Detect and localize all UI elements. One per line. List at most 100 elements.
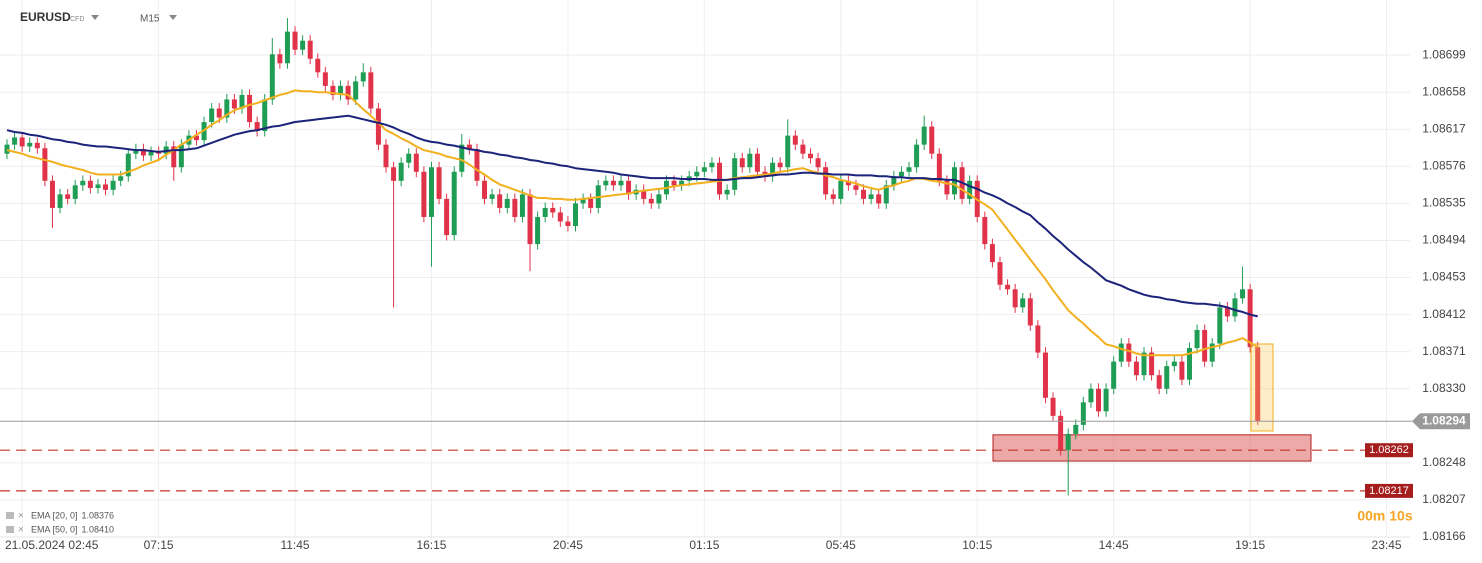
y-tick-label: 1.08207 (1422, 492, 1466, 506)
candle-body (679, 180, 685, 186)
candle-body (277, 54, 283, 64)
candle-body (216, 108, 222, 118)
overlay: 1.08294 1.08262 1.08217 (0, 343, 1470, 498)
legend-icon[interactable] (6, 526, 14, 533)
legend-icon[interactable] (6, 512, 14, 519)
candle-body (1080, 402, 1086, 425)
candle-body (936, 153, 942, 181)
candle-body (527, 194, 533, 245)
candle-body (451, 171, 457, 236)
candle-body (1020, 298, 1026, 308)
candle-body (383, 144, 389, 168)
candle-body (345, 85, 351, 100)
legend-close[interactable]: × (18, 525, 24, 536)
x-tick-label: 10:15 (962, 538, 992, 552)
candle-body (482, 180, 488, 199)
current-price-tag (1412, 413, 1470, 430)
candle-body (95, 184, 101, 189)
y-tick-label: 1.08412 (1422, 307, 1466, 321)
candle-body (709, 162, 715, 168)
candle-body (876, 194, 882, 204)
y-tick-label: 1.08371 (1422, 344, 1466, 358)
candle-body (133, 149, 139, 154)
candle-body (944, 180, 950, 195)
candle-body (838, 180, 844, 199)
legend-close[interactable]: × (18, 511, 24, 522)
candle-body (967, 180, 973, 199)
candle-body (815, 158, 821, 168)
candle-body (898, 171, 904, 177)
candle-body (19, 137, 25, 147)
candle-body (785, 135, 791, 168)
candle-body (1186, 348, 1192, 380)
timeframe-dropdown[interactable] (169, 15, 177, 20)
x-tick-label: 19:15 (1235, 538, 1265, 552)
candle-body (413, 153, 419, 172)
candle-body (1126, 343, 1132, 362)
candle-body (1224, 307, 1230, 317)
candle-body (338, 85, 344, 95)
candle-body (65, 194, 71, 199)
x-tick-label: 11:45 (280, 538, 309, 552)
candle-body (489, 194, 495, 199)
candle-body (747, 153, 753, 168)
candle-body (1088, 388, 1094, 403)
candle-body (239, 94, 245, 109)
candle-body (194, 135, 199, 141)
candle-body (1240, 289, 1246, 299)
candle-body (1156, 375, 1162, 389)
candle-body (262, 99, 268, 132)
candle-body (1164, 366, 1170, 389)
candle-body (777, 162, 783, 168)
candle-body (1073, 424, 1079, 434)
price-line-tag (1365, 443, 1413, 458)
ema-line (6, 114, 1258, 318)
candle-body (80, 180, 86, 186)
candle-body (49, 180, 55, 208)
candle-body (300, 40, 306, 50)
candle-body (982, 216, 988, 245)
candle-body (603, 180, 609, 186)
candle-body (1179, 361, 1185, 380)
candle-body (178, 144, 184, 168)
candle-body (406, 153, 412, 163)
symbol[interactable]: EURUSD (20, 10, 71, 24)
y-tick-label: 1.08658 (1422, 84, 1466, 98)
candle-body (626, 180, 632, 195)
legend-name: EMA [50, 0] (31, 524, 78, 534)
candle-body (254, 122, 260, 132)
price-line-tag (1365, 483, 1413, 498)
price-line-label: 1.08262 (1369, 444, 1409, 456)
candle-body (360, 72, 366, 82)
candle-body (1096, 388, 1102, 412)
candle-body (27, 142, 33, 147)
candle-body (701, 167, 707, 172)
candle-body (1202, 329, 1208, 362)
countdown: 00m 10s (1357, 508, 1412, 524)
candle-body (353, 81, 359, 100)
timeframe[interactable]: M15 (140, 14, 160, 25)
candle-body (1255, 347, 1261, 422)
candle-body (444, 198, 450, 236)
legend-value: 1.08410 (82, 524, 115, 534)
candle-body (1035, 325, 1041, 353)
y-tick-label: 1.08576 (1422, 159, 1466, 173)
candle-body (224, 99, 230, 118)
candle-body (34, 142, 40, 149)
x-tick-label: 21.05.2024 02:45 (5, 538, 99, 552)
candle-body (398, 162, 404, 181)
candle-body (1027, 298, 1033, 326)
candle-body (732, 158, 738, 190)
candle-body (717, 162, 723, 195)
x-tick-label: 05:45 (826, 538, 856, 552)
x-tick-label: 01:15 (689, 538, 719, 552)
candle-body (421, 171, 427, 217)
candle-body (436, 167, 442, 199)
candle-body (512, 198, 518, 217)
symbol-dropdown[interactable] (91, 15, 99, 20)
legend-value: 1.08376 (82, 510, 115, 520)
y-tick-label: 1.08494 (1422, 233, 1466, 247)
candle-body (550, 207, 556, 213)
candle-body (330, 85, 336, 95)
candle-body (1133, 361, 1139, 376)
